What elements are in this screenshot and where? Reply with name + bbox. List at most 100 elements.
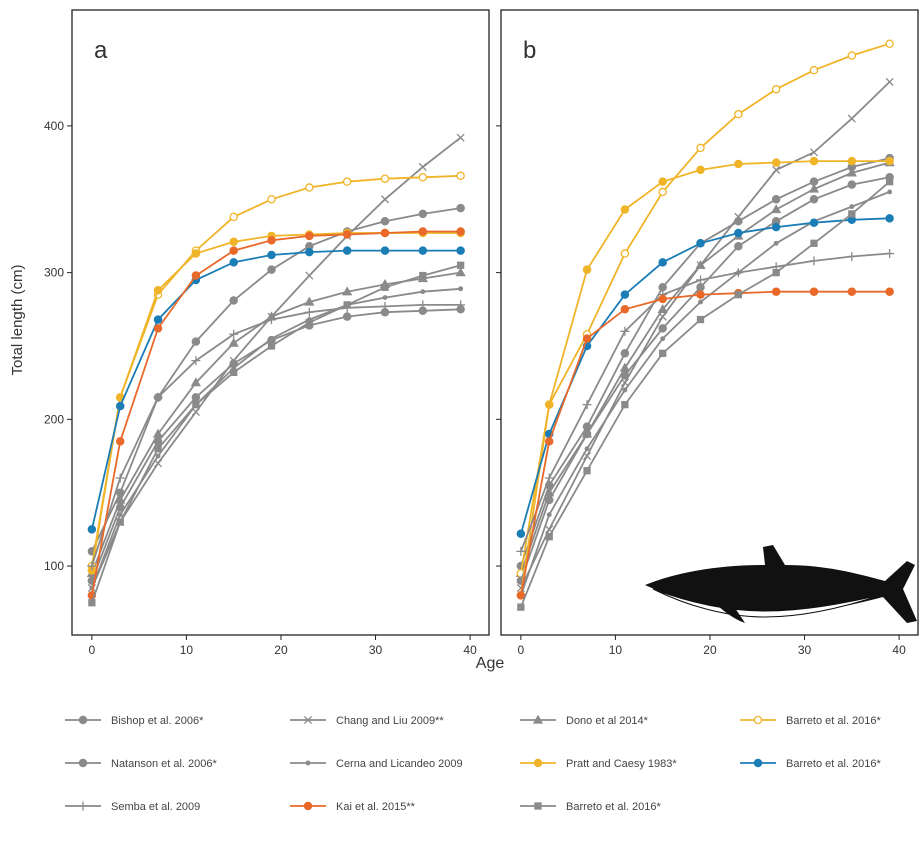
marker bbox=[420, 289, 426, 295]
marker bbox=[544, 495, 554, 505]
marker bbox=[516, 546, 526, 556]
marker bbox=[621, 401, 629, 409]
legend-item: Barreto et al. 2016* bbox=[520, 801, 662, 813]
marker bbox=[771, 204, 782, 214]
marker bbox=[267, 342, 276, 350]
marker bbox=[846, 167, 857, 177]
x-tick-label: 0 bbox=[518, 643, 525, 657]
legend-marker bbox=[303, 801, 313, 811]
panel-label: b bbox=[523, 37, 536, 64]
marker bbox=[582, 429, 592, 439]
legend-label: Barreto et al. 2016* bbox=[786, 715, 882, 727]
marker bbox=[115, 503, 125, 512]
legend-label: Dono et al 2014* bbox=[566, 715, 649, 727]
marker bbox=[304, 296, 315, 306]
marker bbox=[885, 214, 894, 223]
marker bbox=[773, 240, 779, 246]
marker bbox=[849, 204, 855, 210]
marker bbox=[847, 114, 856, 123]
marker bbox=[342, 312, 352, 321]
marker bbox=[342, 177, 352, 186]
marker bbox=[418, 227, 428, 236]
marker bbox=[418, 209, 428, 219]
marker bbox=[192, 401, 200, 409]
series-line bbox=[520, 181, 891, 608]
marker bbox=[456, 203, 465, 213]
legend-item: Chang and Liu 2009** bbox=[290, 715, 444, 727]
marker bbox=[544, 400, 554, 409]
marker bbox=[808, 183, 820, 193]
marker bbox=[229, 246, 238, 255]
legend-marker bbox=[305, 760, 311, 766]
marker bbox=[847, 156, 857, 166]
legend-marker bbox=[78, 758, 88, 768]
marker bbox=[809, 65, 819, 75]
x-tick-label: 20 bbox=[703, 643, 717, 657]
legend-item: Semba et al. 2009 bbox=[65, 801, 200, 813]
marker bbox=[660, 336, 666, 342]
marker bbox=[153, 285, 163, 295]
x-tick-label: 40 bbox=[463, 643, 477, 657]
marker bbox=[456, 246, 465, 255]
legend-item: Bishop et al. 2006* bbox=[65, 715, 204, 727]
x-tick-label: 40 bbox=[892, 643, 906, 657]
marker bbox=[620, 205, 630, 214]
marker bbox=[696, 239, 705, 248]
panel-label: a bbox=[94, 37, 108, 64]
marker bbox=[658, 294, 667, 304]
marker bbox=[582, 334, 592, 343]
marker bbox=[809, 195, 819, 204]
marker bbox=[115, 494, 126, 504]
marker bbox=[343, 301, 351, 309]
marker bbox=[380, 301, 390, 311]
marker bbox=[734, 241, 743, 251]
marker bbox=[696, 143, 705, 153]
marker bbox=[620, 249, 630, 258]
marker bbox=[584, 446, 590, 452]
legend-label: Semba et al. 2009 bbox=[111, 801, 200, 813]
marker bbox=[456, 227, 465, 236]
marker bbox=[733, 268, 743, 278]
marker bbox=[456, 300, 466, 310]
marker bbox=[809, 156, 819, 166]
marker bbox=[88, 599, 96, 607]
marker bbox=[267, 250, 276, 260]
legend-label: Barreto et al. 2016* bbox=[786, 758, 882, 770]
series-line bbox=[91, 207, 461, 552]
marker bbox=[87, 561, 97, 571]
marker bbox=[153, 437, 163, 446]
marker bbox=[771, 84, 781, 94]
marker bbox=[380, 195, 390, 204]
shark-illustration bbox=[645, 545, 917, 623]
marker bbox=[847, 51, 857, 60]
marker bbox=[115, 437, 125, 446]
marker bbox=[517, 603, 525, 611]
marker bbox=[117, 512, 123, 518]
marker bbox=[734, 109, 743, 119]
series-line bbox=[520, 81, 891, 589]
marker bbox=[267, 195, 276, 204]
marker bbox=[115, 473, 125, 483]
y-tick-label: 400 bbox=[44, 119, 64, 133]
marker bbox=[546, 512, 552, 518]
marker bbox=[267, 236, 276, 245]
series-line bbox=[520, 217, 890, 535]
marker bbox=[342, 246, 352, 255]
legend-item: Dono et al 2014* bbox=[520, 714, 649, 727]
x-tick-label: 10 bbox=[180, 643, 194, 657]
marker bbox=[620, 290, 630, 299]
marker bbox=[734, 159, 743, 169]
marker bbox=[418, 162, 427, 172]
series-line bbox=[91, 230, 461, 596]
marker bbox=[116, 518, 124, 526]
marker bbox=[381, 283, 389, 291]
legend-marker bbox=[533, 758, 543, 768]
marker bbox=[380, 228, 390, 238]
marker bbox=[734, 228, 743, 238]
marker bbox=[305, 247, 314, 257]
legend-item: Natanson et al. 2006* bbox=[65, 758, 218, 770]
marker bbox=[658, 177, 667, 186]
y-axis-label: Total length (cm) bbox=[9, 265, 26, 376]
marker bbox=[269, 336, 274, 342]
